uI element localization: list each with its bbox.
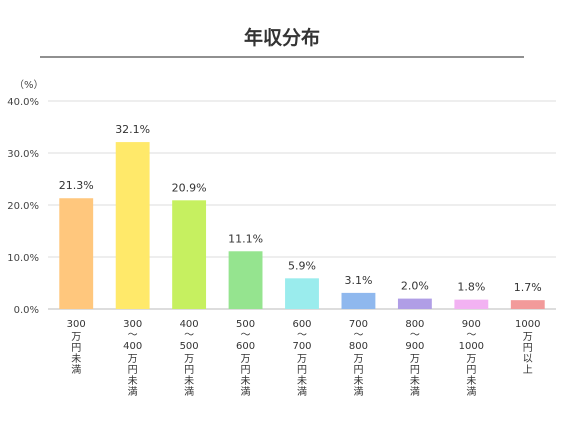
category-label: 300 万円未満	[67, 319, 86, 376]
y-tick-label: 0.0%	[14, 305, 39, 316]
category-range-mark: ～	[466, 330, 476, 341]
category-range-mark: ～	[297, 330, 307, 341]
category-number: 600	[292, 319, 311, 330]
category-suffix: 万円未満	[353, 354, 363, 398]
category-label: 600～700 万円未満	[292, 319, 311, 398]
chart-title: 年収分布	[244, 26, 320, 49]
bar	[397, 298, 432, 309]
category-number: 900	[405, 341, 424, 352]
category-suffix: 万円未満	[297, 354, 307, 398]
category-suffix: 万円未満	[241, 354, 251, 398]
bar	[59, 198, 94, 309]
category-number: 300	[123, 319, 142, 330]
data-label: 3.1%	[344, 274, 372, 287]
category-number: 800	[349, 341, 368, 352]
y-tick-label: 20.0%	[7, 201, 39, 212]
category-number: 500	[180, 341, 199, 352]
category-label: 700～800 万円未満	[349, 319, 368, 398]
bar	[172, 200, 207, 309]
category-suffix: 万円未満	[71, 332, 81, 376]
category-range-mark: ～	[410, 330, 420, 341]
category-number: 300	[67, 319, 86, 330]
category-number: 600	[236, 341, 255, 352]
category-suffix: 万円未満	[466, 354, 476, 398]
bar	[454, 299, 489, 309]
x-axis-categories: 300万円未満300～400万円未満400～500万円未満500～600万円未満…	[67, 319, 541, 398]
category-range-mark: ～	[128, 330, 138, 341]
category-number: 700	[292, 341, 311, 352]
category-label: 1000 万円以上	[515, 319, 540, 376]
category-number: 1000	[515, 319, 540, 330]
category-range-mark: ～	[184, 330, 194, 341]
category-range-mark: ～	[353, 330, 363, 341]
category-label: 900～1000 万円未満	[459, 319, 484, 398]
category-number: 500	[236, 319, 255, 330]
bar	[115, 142, 150, 309]
category-number: 400	[123, 341, 142, 352]
category-label: 300～400 万円未満	[123, 319, 142, 398]
data-label: 32.1%	[115, 123, 150, 136]
category-suffix: 万円未満	[410, 354, 420, 398]
category-range-mark: ～	[241, 330, 251, 341]
y-tick-label: 10.0%	[7, 253, 39, 264]
bar	[510, 300, 545, 309]
bar	[341, 292, 376, 309]
category-suffix: 万円以上	[523, 332, 533, 376]
category-number: 1000	[459, 341, 484, 352]
category-label: 400～500 万円未満	[180, 319, 199, 398]
category-number: 400	[180, 319, 199, 330]
data-label: 21.3%	[59, 179, 94, 192]
category-number: 800	[405, 319, 424, 330]
data-label: 2.0%	[401, 280, 429, 293]
bar	[228, 251, 263, 309]
data-label: 1.7%	[514, 281, 542, 294]
data-labels: 21.3% 32.1% 20.9% 11.1% 5.9% 3.1% 2.0% 1.8% 1.7%	[59, 123, 542, 294]
bars	[59, 142, 545, 309]
category-label: 800～900 万円未満	[405, 319, 424, 398]
data-label: 11.1%	[228, 232, 263, 245]
category-suffix: 万円未満	[184, 354, 194, 398]
category-suffix: 万円未満	[128, 354, 138, 398]
data-label: 20.9%	[172, 181, 207, 194]
y-axis-unit-label: （%）	[14, 79, 44, 91]
y-tick-label: 30.0%	[7, 149, 39, 160]
bar	[285, 278, 319, 309]
data-label: 5.9%	[288, 259, 316, 272]
y-tick-label: 40.0%	[7, 97, 39, 108]
data-label: 1.8%	[457, 281, 485, 294]
category-number: 700	[349, 319, 368, 330]
y-axis-ticks: 0.0% 10.0% 20.0% 30.0% 40.0%	[7, 97, 39, 316]
category-number: 900	[462, 319, 481, 330]
category-label: 500～600 万円未満	[236, 319, 255, 398]
